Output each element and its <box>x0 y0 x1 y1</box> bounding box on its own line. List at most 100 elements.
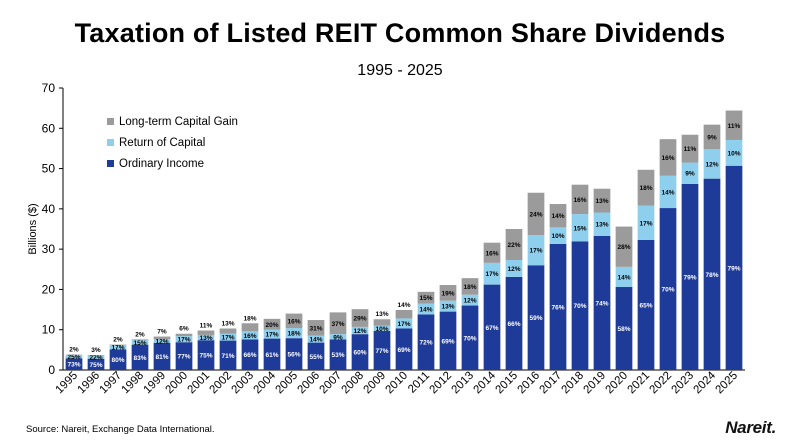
data-label: 28% <box>617 244 630 251</box>
x-tick-label: 2020 <box>604 370 631 397</box>
bar-return-of-capital-2025 <box>725 139 743 166</box>
bar-ordinary-income-1998 <box>131 344 149 370</box>
data-label: 12% <box>353 328 366 335</box>
bar-long-term-capital-gain-2005 <box>285 313 303 329</box>
data-label: 70% <box>661 287 674 294</box>
bar-long-term-capital-gain-2008 <box>351 309 369 327</box>
data-label: 77% <box>375 348 388 355</box>
data-label: 10% <box>727 150 740 157</box>
y-tick-label: 40 <box>42 202 56 216</box>
bar-return-of-capital-2000 <box>175 336 193 343</box>
x-tick-label: 2009 <box>362 370 389 397</box>
bar-long-term-capital-gain-2015 <box>505 229 523 261</box>
bar-return-of-capital-2005 <box>285 328 303 339</box>
bar-long-term-capital-gain-2013 <box>461 278 479 295</box>
bar-return-of-capital-2011 <box>417 303 435 315</box>
data-label: 73% <box>67 362 80 369</box>
x-tick-label: 2014 <box>472 369 499 396</box>
x-tick-label: 2022 <box>648 370 675 397</box>
data-label: 70% <box>573 303 586 310</box>
y-tick-label: 60 <box>42 121 56 135</box>
data-label: 10% <box>551 233 564 240</box>
data-label: 25% <box>67 354 80 361</box>
bar-return-of-capital-1996 <box>87 355 105 359</box>
bar-long-term-capital-gain-1998 <box>131 339 149 341</box>
legend-swatch <box>107 118 114 125</box>
data-label: 22% <box>507 242 520 249</box>
bar-ordinary-income-2019 <box>593 235 611 370</box>
y-tick-label: 30 <box>42 242 56 256</box>
bar-ordinary-income-2025 <box>725 165 743 370</box>
legend-entry: Return of Capital <box>119 137 205 149</box>
legend-swatch <box>107 160 114 167</box>
y-tick-label: 70 <box>42 81 56 95</box>
data-label: 9% <box>685 171 695 178</box>
data-label: 72% <box>419 340 432 347</box>
bar-long-term-capital-gain-2020 <box>615 226 633 267</box>
data-label: 24% <box>529 211 542 218</box>
bar-long-term-capital-gain-2018 <box>571 184 589 215</box>
bar-ordinary-income-2009 <box>373 330 391 370</box>
bar-ordinary-income-2005 <box>285 338 303 370</box>
chart-title: Taxation of Listed REIT Common Share Div… <box>74 18 726 48</box>
bar-return-of-capital-2006 <box>307 335 325 343</box>
bar-long-term-capital-gain-2012 <box>439 284 457 301</box>
legend-entry: Ordinary Income <box>119 158 204 170</box>
x-tick-label: 1997 <box>98 370 125 397</box>
x-tick-label: 2016 <box>516 370 543 397</box>
bar-return-of-capital-2012 <box>439 300 457 312</box>
data-label: 79% <box>683 274 696 281</box>
data-label: 17% <box>221 335 234 342</box>
bar-return-of-capital-2017 <box>549 227 567 244</box>
data-label: 19% <box>441 290 454 297</box>
data-label: 31% <box>309 325 322 332</box>
data-label: 14% <box>661 189 674 196</box>
data-label: 10% <box>375 326 388 333</box>
y-tick-label: 20 <box>42 282 56 296</box>
data-label: 56% <box>287 352 300 359</box>
data-label: 14% <box>309 337 322 344</box>
data-label: 75% <box>199 353 212 360</box>
data-label: 60% <box>353 350 366 357</box>
data-label: 17% <box>265 332 278 339</box>
data-label: 71% <box>221 353 234 360</box>
bar-ordinary-income-2001 <box>197 340 215 370</box>
data-label: 15% <box>419 295 432 302</box>
data-label: 16% <box>243 333 256 340</box>
bar-ordinary-income-2008 <box>351 334 369 370</box>
bar-ordinary-income-2003 <box>241 339 259 370</box>
bar-ordinary-income-2007 <box>329 339 347 370</box>
data-label: 15% <box>573 225 586 232</box>
x-tick-label: 2021 <box>626 370 653 397</box>
data-label: 11% <box>200 323 213 330</box>
data-label: 9% <box>707 134 717 141</box>
data-label: 75% <box>89 362 102 369</box>
x-tick-label: 2024 <box>692 369 719 396</box>
bar-ordinary-income-2014 <box>483 284 501 370</box>
x-tick-label: 2008 <box>340 370 367 397</box>
x-tick-label: 2003 <box>230 370 257 397</box>
x-tick-label: 1999 <box>142 370 169 397</box>
data-label: 65% <box>639 302 652 309</box>
data-label: 55% <box>309 354 322 361</box>
bar-return-of-capital-2013 <box>461 294 479 306</box>
data-label: 18% <box>639 185 652 192</box>
data-label: 66% <box>243 352 256 359</box>
bar-return-of-capital-2015 <box>505 260 523 277</box>
bar-return-of-capital-1997 <box>109 345 127 350</box>
bar-return-of-capital-2014 <box>483 262 501 285</box>
data-label: 77% <box>177 354 190 361</box>
bar-long-term-capital-gain-2025 <box>725 110 743 140</box>
bar-return-of-capital-2003 <box>241 331 259 340</box>
data-label: 12% <box>507 266 520 273</box>
data-label: 14% <box>617 274 630 281</box>
bar-ordinary-income-2000 <box>175 342 193 370</box>
bar-ordinary-income-2016 <box>527 265 545 370</box>
bar-long-term-capital-gain-2006 <box>307 320 325 336</box>
data-label: 29% <box>353 316 366 323</box>
data-label: 83% <box>133 355 146 362</box>
bar-return-of-capital-2019 <box>593 212 611 236</box>
y-tick-label: 0 <box>48 363 55 377</box>
bar-return-of-capital-2004 <box>263 329 281 339</box>
